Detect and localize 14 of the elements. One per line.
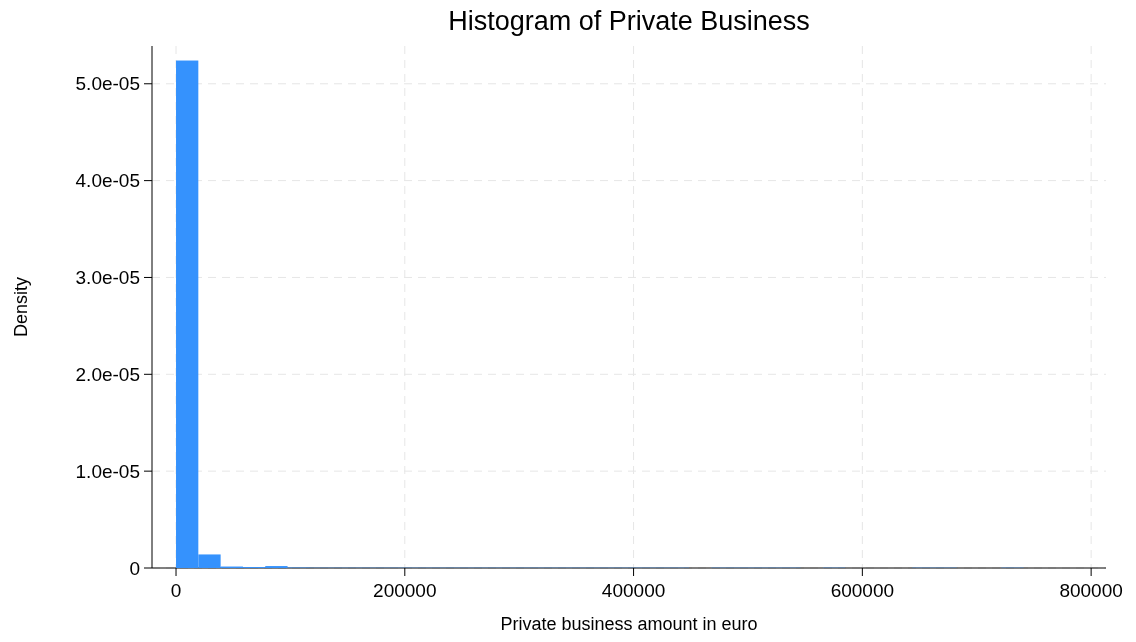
y-axis-title: Density <box>11 276 31 338</box>
y-tick-label: 3.0e-05 <box>75 267 140 289</box>
x-tick-label: 0 <box>170 580 182 601</box>
y-tick-label: 4.0e-05 <box>75 170 140 192</box>
x-tick-label: 200000 <box>373 580 437 601</box>
chart-title: Histogram of Private Business <box>448 6 810 36</box>
x-tick-label: 800000 <box>1059 580 1123 601</box>
y-tick-label: 1.0e-05 <box>75 460 140 482</box>
x-tick-label: 600000 <box>830 580 895 601</box>
y-tick-label: 5.0e-05 <box>75 73 140 95</box>
x-axis-title: Private business amount in euro <box>500 614 758 634</box>
y-tick-label: 0 <box>129 557 140 579</box>
x-tick-label: 400000 <box>601 580 666 601</box>
y-tick-label: 2.0e-05 <box>75 363 140 385</box>
